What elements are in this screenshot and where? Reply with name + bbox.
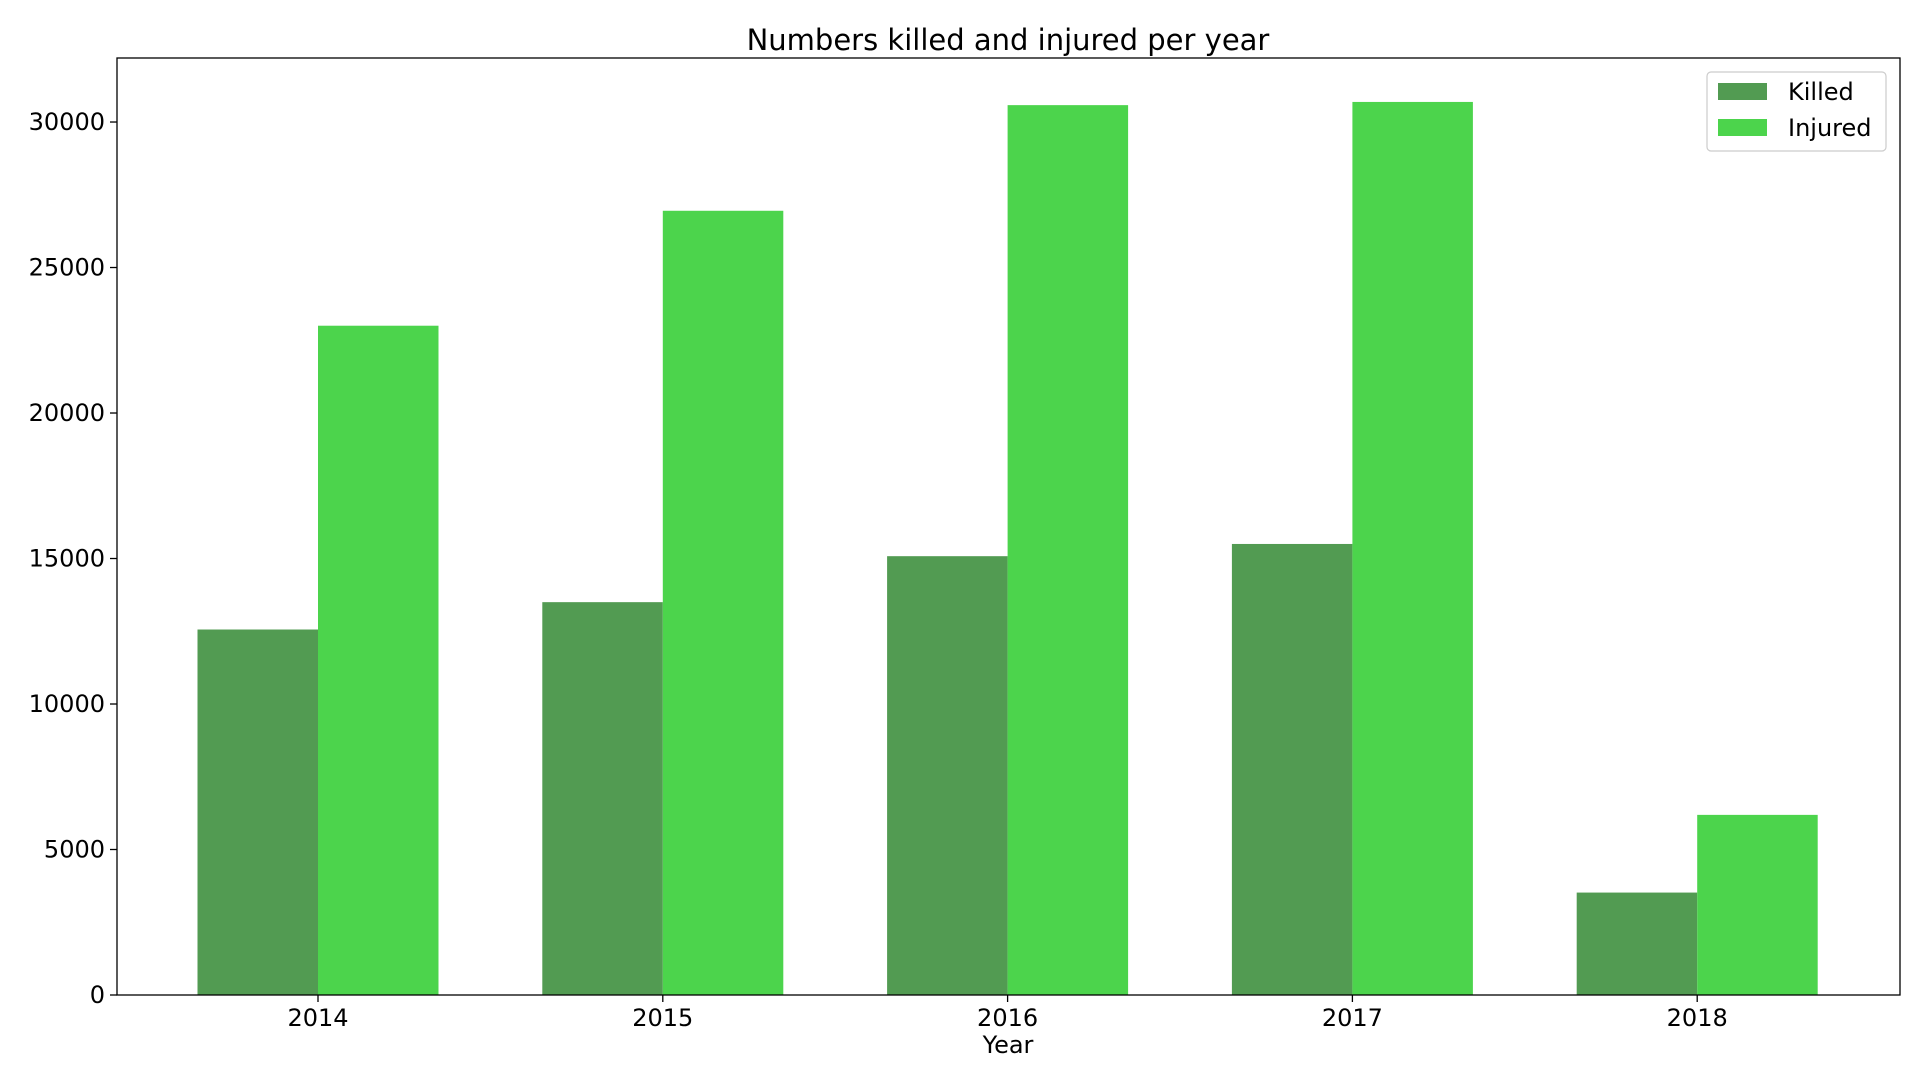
bar-killed-2018 bbox=[1576, 892, 1698, 995]
y-tick-label: 20000 bbox=[29, 399, 105, 427]
x-axis: 2014 2015 2016 2017 2018 bbox=[287, 995, 1728, 1032]
y-tick-label: 10000 bbox=[29, 690, 105, 718]
plot-area bbox=[197, 101, 1818, 996]
x-tick-label: 2015 bbox=[632, 1004, 693, 1032]
x-tick-label: 2017 bbox=[1322, 1004, 1383, 1032]
bar-injured-2016 bbox=[1007, 105, 1129, 995]
y-axis: 0 5000 10000 15000 20000 25000 30000 bbox=[29, 108, 117, 1009]
bar-injured-2014 bbox=[318, 325, 439, 995]
bar-injured-2017 bbox=[1352, 101, 1473, 995]
legend-label-killed: Killed bbox=[1788, 78, 1854, 106]
legend-swatch-killed bbox=[1718, 83, 1767, 100]
y-tick-label: 0 bbox=[90, 981, 105, 1009]
bar-killed-2015 bbox=[542, 602, 663, 995]
bar-killed-2017 bbox=[1231, 543, 1353, 995]
bar-injured-2018 bbox=[1697, 814, 1818, 995]
x-tick-label: 2016 bbox=[977, 1004, 1038, 1032]
y-tick-label: 15000 bbox=[29, 545, 105, 573]
y-tick-label: 30000 bbox=[29, 108, 105, 136]
y-tick-label: 25000 bbox=[29, 254, 105, 282]
legend-swatch-injured bbox=[1718, 119, 1767, 136]
x-tick-label: 2018 bbox=[1667, 1004, 1728, 1032]
x-tick-label: 2014 bbox=[287, 1004, 348, 1032]
plot-frame bbox=[116, 57, 1901, 996]
bar-injured-2015 bbox=[662, 210, 784, 996]
y-tick-label: 5000 bbox=[44, 836, 105, 864]
bar-killed-2016 bbox=[887, 556, 1008, 995]
legend: Killed Injured bbox=[1706, 71, 1887, 152]
chart-title: Numbers killed and injured per year bbox=[747, 23, 1270, 57]
x-axis-label: Year bbox=[982, 1031, 1034, 1059]
legend-label-injured: Injured bbox=[1788, 114, 1872, 142]
bar-killed-2014 bbox=[197, 629, 318, 995]
